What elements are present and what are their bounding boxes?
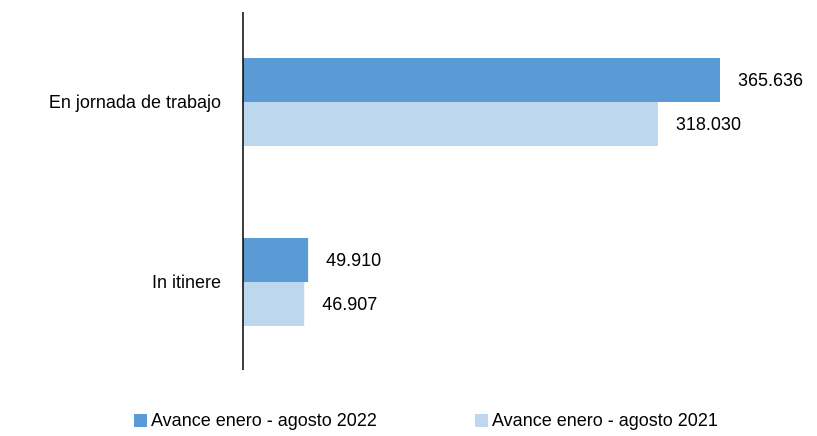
- value-label-in-itinere-series-1: 49.910: [326, 250, 381, 270]
- legend-swatch-series-2: [475, 414, 488, 427]
- legend-swatch-series-1: [134, 414, 147, 427]
- value-labels-layer: 365.636 318.030 49.910 46.907: [322, 70, 803, 314]
- value-label-en-jornada-de-trabajo-series-2: 318.030: [676, 114, 741, 134]
- category-label-en-jornada-de-trabajo: En jornada de trabajo: [49, 92, 221, 112]
- bar-en-jornada-de-trabajo-series-2: [243, 102, 658, 146]
- bar-in-itinere-series-2: [243, 282, 305, 326]
- bar-en-jornada-de-trabajo-series-1: [243, 58, 720, 102]
- category-label-in-itinere: In itinere: [152, 272, 221, 292]
- value-label-en-jornada-de-trabajo-series-1: 365.636: [738, 70, 803, 90]
- value-label-in-itinere-series-2: 46.907: [322, 294, 377, 314]
- legend-label-series-1: Avance enero - agosto 2022: [151, 410, 377, 430]
- bars-layer: [243, 58, 720, 326]
- bar-in-itinere-series-1: [243, 238, 309, 282]
- legend-label-series-2: Avance enero - agosto 2021: [492, 410, 718, 430]
- legend: Avance enero - agosto 2022 Avance enero -…: [134, 410, 718, 430]
- category-labels-layer: En jornada de trabajo In itinere: [49, 92, 221, 292]
